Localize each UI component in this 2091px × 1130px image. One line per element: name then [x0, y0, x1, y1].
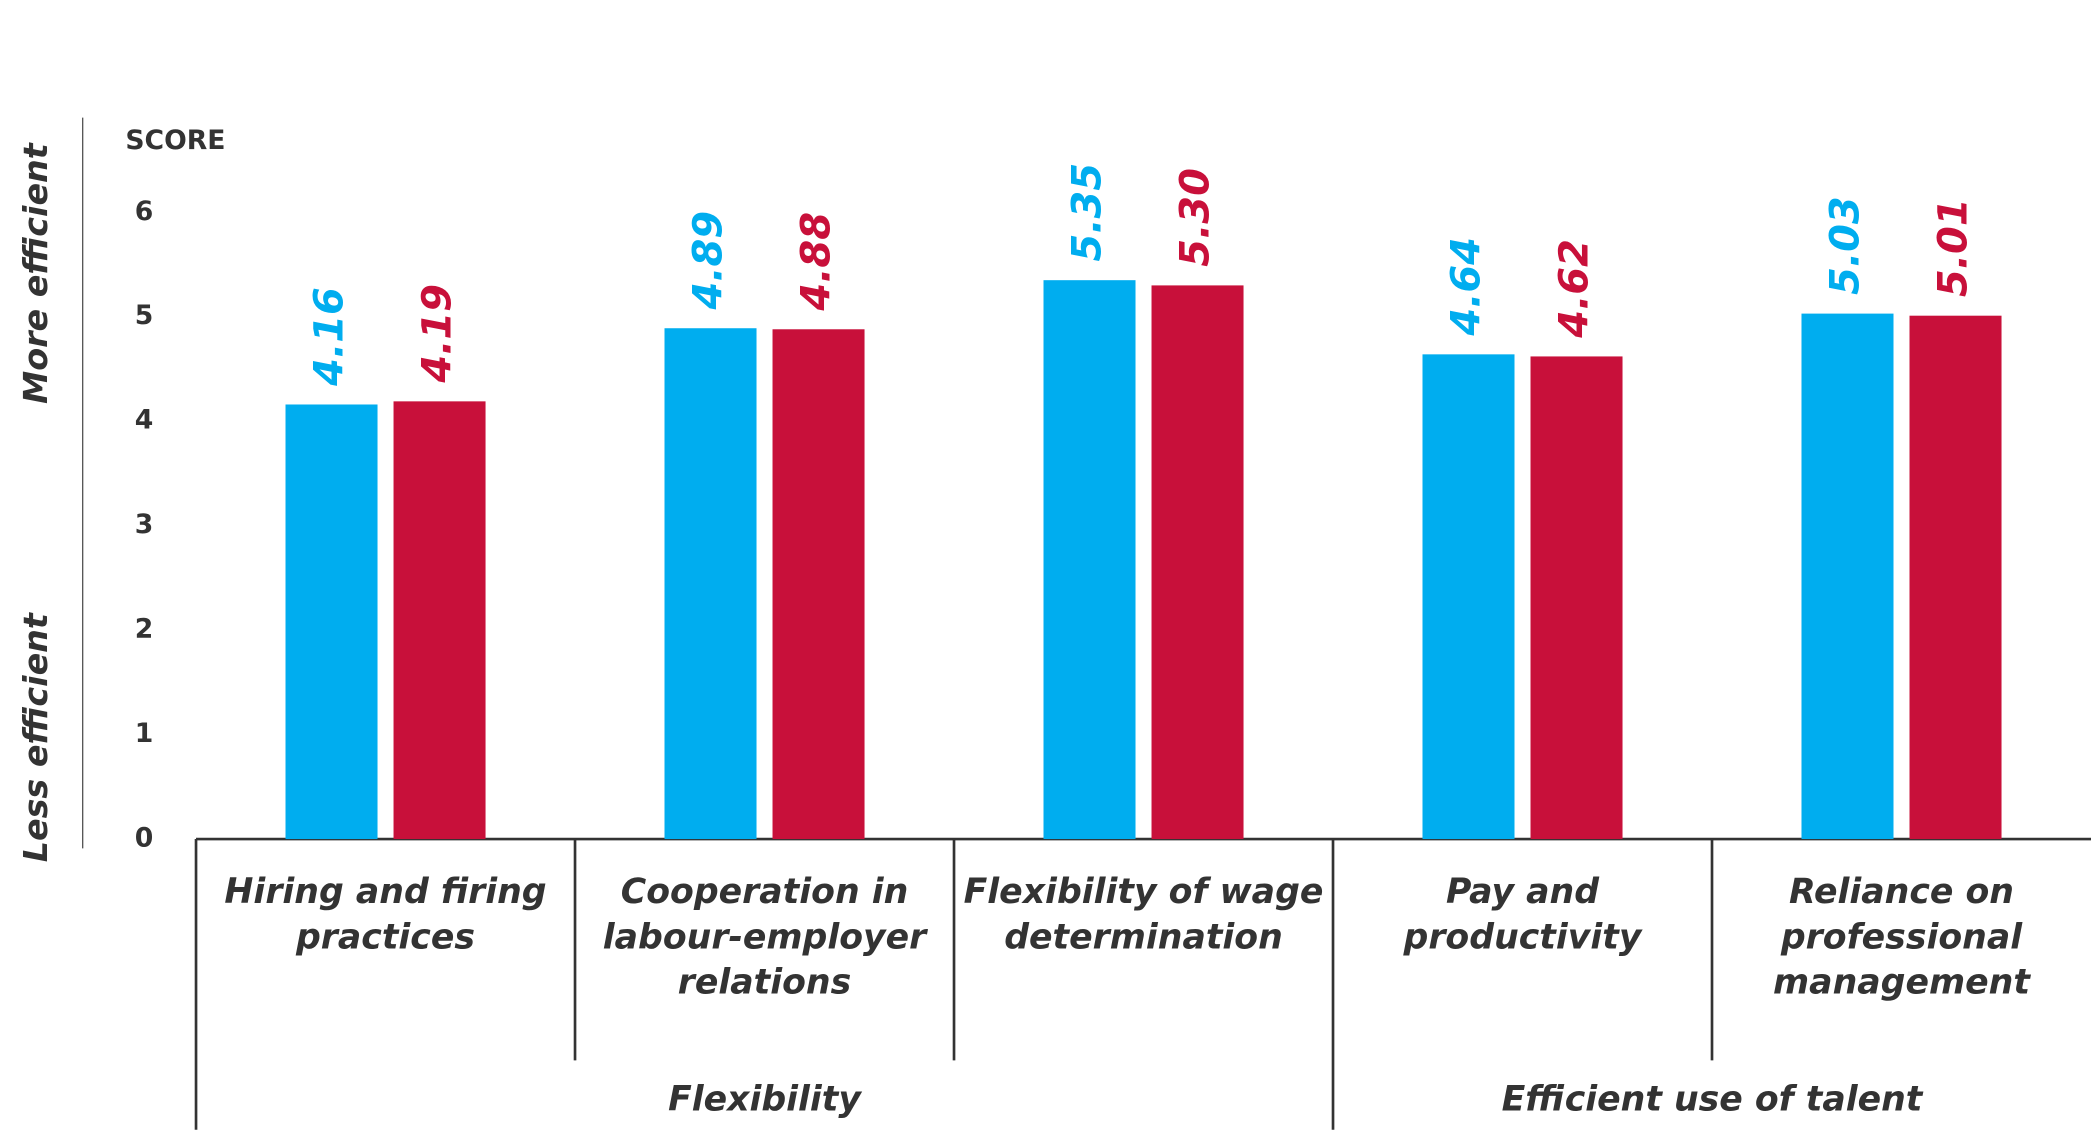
- bar: [1801, 313, 1894, 840]
- bar: [664, 328, 757, 840]
- bar: [285, 404, 378, 840]
- bar: [1422, 354, 1515, 840]
- x-tick-label-box: Hiring and firing practices: [224, 872, 547, 958]
- annotation: More efficient: [16, 142, 55, 404]
- bar: [1151, 285, 1244, 840]
- group-label: Efficient use of talent: [1502, 1079, 1924, 1119]
- x-tick-label: Reliance on professional management: [1773, 872, 2030, 1004]
- x-tick-label: Cooperation in labour-employer relations: [602, 872, 927, 1004]
- value-label: 5.30: [1173, 168, 1219, 267]
- bar: [1530, 356, 1623, 840]
- y-tick-label: 6: [135, 196, 154, 227]
- x-tick-label-box: Reliance on professional management: [1773, 872, 2030, 1004]
- value-label: 4.16: [307, 287, 353, 387]
- x-tick-label-box: Flexibility of wage determination: [963, 872, 1324, 958]
- y-axis-title: SCORE: [125, 125, 225, 156]
- value-label: 4.64: [1444, 237, 1490, 337]
- y-tick-label: 1: [135, 718, 154, 749]
- x-tick-label: Flexibility of wage determination: [963, 872, 1324, 958]
- y-tick-label: 0: [135, 823, 154, 854]
- y-tick-label: 5: [135, 300, 154, 331]
- x-tick-label: Hiring and firing practices: [224, 872, 547, 958]
- value-label: 4.19: [415, 284, 461, 384]
- y-tick-label: 4: [135, 405, 154, 436]
- y-tick-label: 2: [135, 614, 154, 645]
- x-tick-label-box: Cooperation in labour-employer relations: [602, 872, 927, 1004]
- group-label: Flexibility: [668, 1079, 862, 1119]
- bar: [1909, 315, 2002, 840]
- value-label: 5.03: [1822, 196, 1868, 295]
- bar: [1043, 280, 1136, 840]
- value-label: 5.35: [1065, 163, 1111, 262]
- value-label: 4.62: [1552, 239, 1598, 339]
- y-tick-label: 3: [135, 509, 154, 540]
- bar: [393, 401, 486, 840]
- value-label: 4.89: [686, 211, 732, 311]
- bar: [772, 329, 865, 840]
- x-tick-label: Pay and productivity: [1403, 872, 1642, 958]
- value-label: 5.01: [1931, 198, 1977, 297]
- value-label: 4.88: [794, 212, 840, 312]
- annotation: Less efficient: [16, 612, 55, 862]
- x-tick-label-box: Pay and productivity: [1403, 872, 1642, 958]
